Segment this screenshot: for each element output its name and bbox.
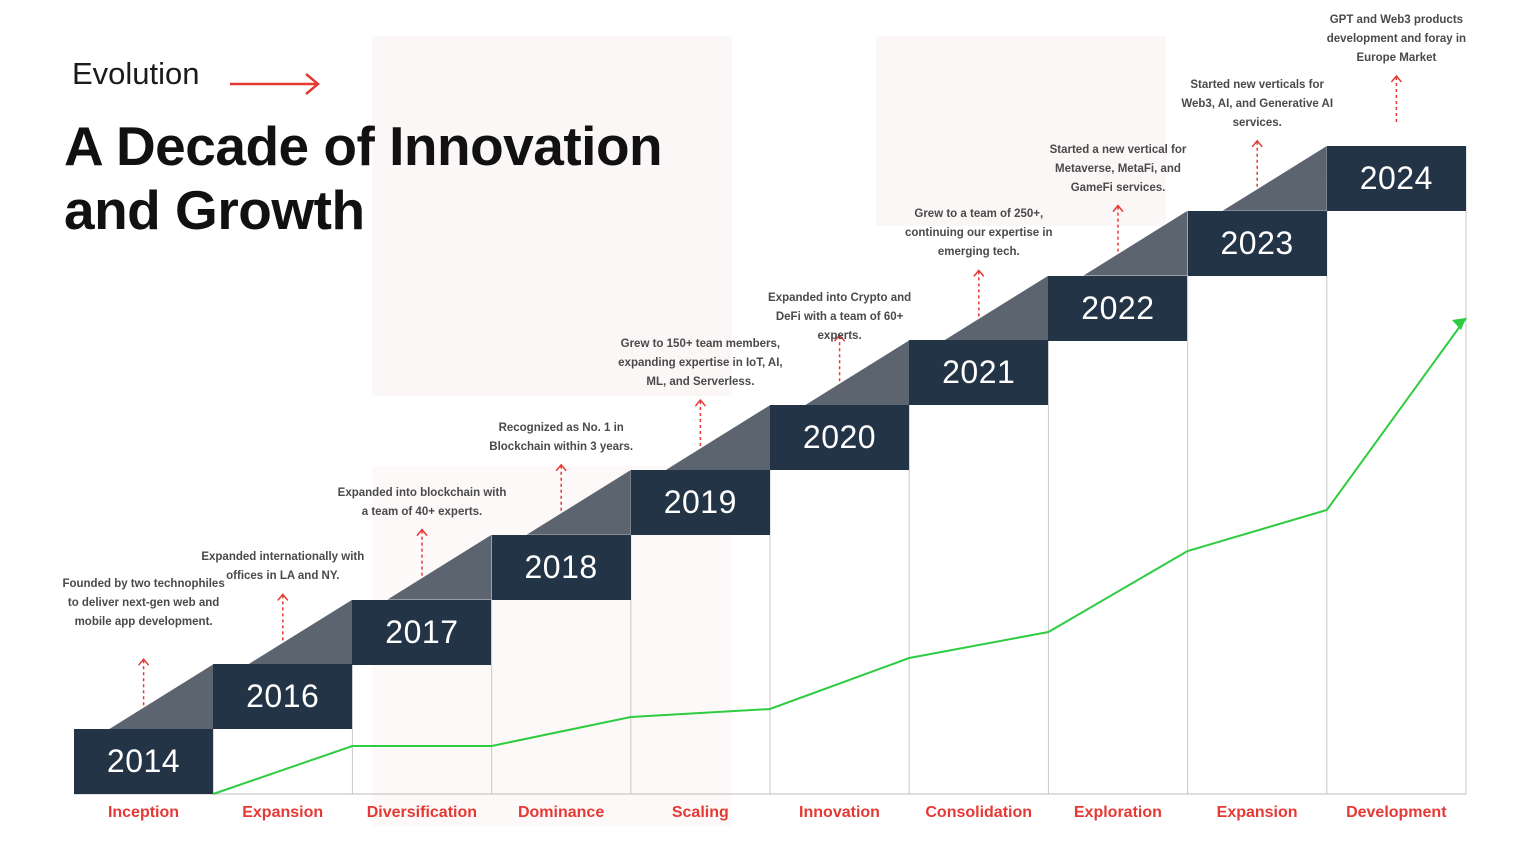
milestone-note: Recognized as No. 1 in Blockchain within… bbox=[489, 421, 634, 453]
phase-label: Expansion bbox=[242, 804, 324, 821]
ramp-triangle bbox=[1083, 210, 1188, 276]
title-line-2: and Growth bbox=[64, 179, 365, 241]
phase-label: Expansion bbox=[1216, 804, 1298, 821]
arrow-up-icon bbox=[1390, 74, 1402, 83]
phase-label: Scaling bbox=[671, 804, 729, 821]
arrow-up-icon bbox=[973, 269, 985, 277]
growth-line bbox=[212, 317, 1467, 795]
milestone-note: Grew to a team of 250+, continuing our e… bbox=[904, 208, 1053, 259]
year-block: 2024 bbox=[1326, 146, 1466, 211]
milestone-note: Grew to 150+ team members, expanding exp… bbox=[618, 338, 783, 388]
phase-label: Diversification bbox=[366, 804, 478, 821]
ramp-triangle bbox=[665, 405, 770, 470]
year-block: 2016 bbox=[213, 664, 353, 730]
growth-arrowhead bbox=[1452, 318, 1466, 330]
title-line-1: A Decade of Innovation bbox=[64, 115, 663, 177]
phase-label: Consolidation bbox=[925, 804, 1033, 821]
arrow-up-icon bbox=[416, 528, 428, 537]
year-block: 2022 bbox=[1048, 275, 1188, 341]
arrow-up-icon bbox=[834, 334, 846, 342]
year-block: 2014 bbox=[74, 729, 213, 795]
ramp-triangle bbox=[526, 470, 631, 535]
phase-label: Exploration bbox=[1073, 804, 1162, 821]
year-block: 2023 bbox=[1187, 210, 1327, 276]
section-eyebrow: Evolution bbox=[72, 56, 200, 91]
milestone-note: GPT and Web3 products development and fo… bbox=[1326, 14, 1467, 64]
ramp-triangle bbox=[387, 534, 492, 600]
ramp-triangle bbox=[248, 599, 353, 665]
year-block: 2021 bbox=[909, 340, 1049, 406]
arrow-up-icon bbox=[694, 398, 706, 407]
milestone-note: Founded by two technophiles to deliver n… bbox=[62, 578, 225, 629]
phase-label: Development bbox=[1346, 804, 1447, 821]
milestone-note: Started new verticals for Web3, AI, and … bbox=[1181, 78, 1334, 129]
arrow-up-icon bbox=[138, 658, 150, 666]
year-block: 2019 bbox=[630, 470, 770, 535]
phase-label: Inception bbox=[107, 804, 180, 821]
background-pattern bbox=[372, 36, 732, 396]
arrow-up-icon bbox=[1251, 139, 1263, 148]
milestone-note: Expanded into blockchain with a team of … bbox=[337, 486, 507, 518]
background-pattern bbox=[876, 36, 1166, 226]
milestone-note: Expanded internationally with offices in… bbox=[201, 551, 365, 583]
year-block: 2020 bbox=[770, 405, 909, 471]
arrow-up-icon bbox=[555, 463, 567, 472]
ramp-triangle bbox=[805, 340, 910, 406]
year-block: 2017 bbox=[352, 599, 492, 665]
year-block: 2018 bbox=[491, 534, 631, 600]
ramp-triangle bbox=[109, 664, 214, 730]
ramp-triangle bbox=[944, 275, 1049, 341]
phase-label: Dominance bbox=[517, 804, 605, 821]
ramp-triangle bbox=[1222, 146, 1327, 211]
page-title: A Decade of Innovation and Growth bbox=[64, 114, 663, 242]
arrow-right-icon bbox=[230, 73, 320, 95]
arrow-up-icon bbox=[277, 593, 289, 601]
milestone-note: Started a new vertical for Metaverse, Me… bbox=[1049, 143, 1187, 194]
arrow-up-icon bbox=[1112, 204, 1124, 213]
milestone-note: Expanded into Crypto and DeFi with a tea… bbox=[768, 292, 912, 343]
phase-label: Innovation bbox=[799, 804, 880, 821]
